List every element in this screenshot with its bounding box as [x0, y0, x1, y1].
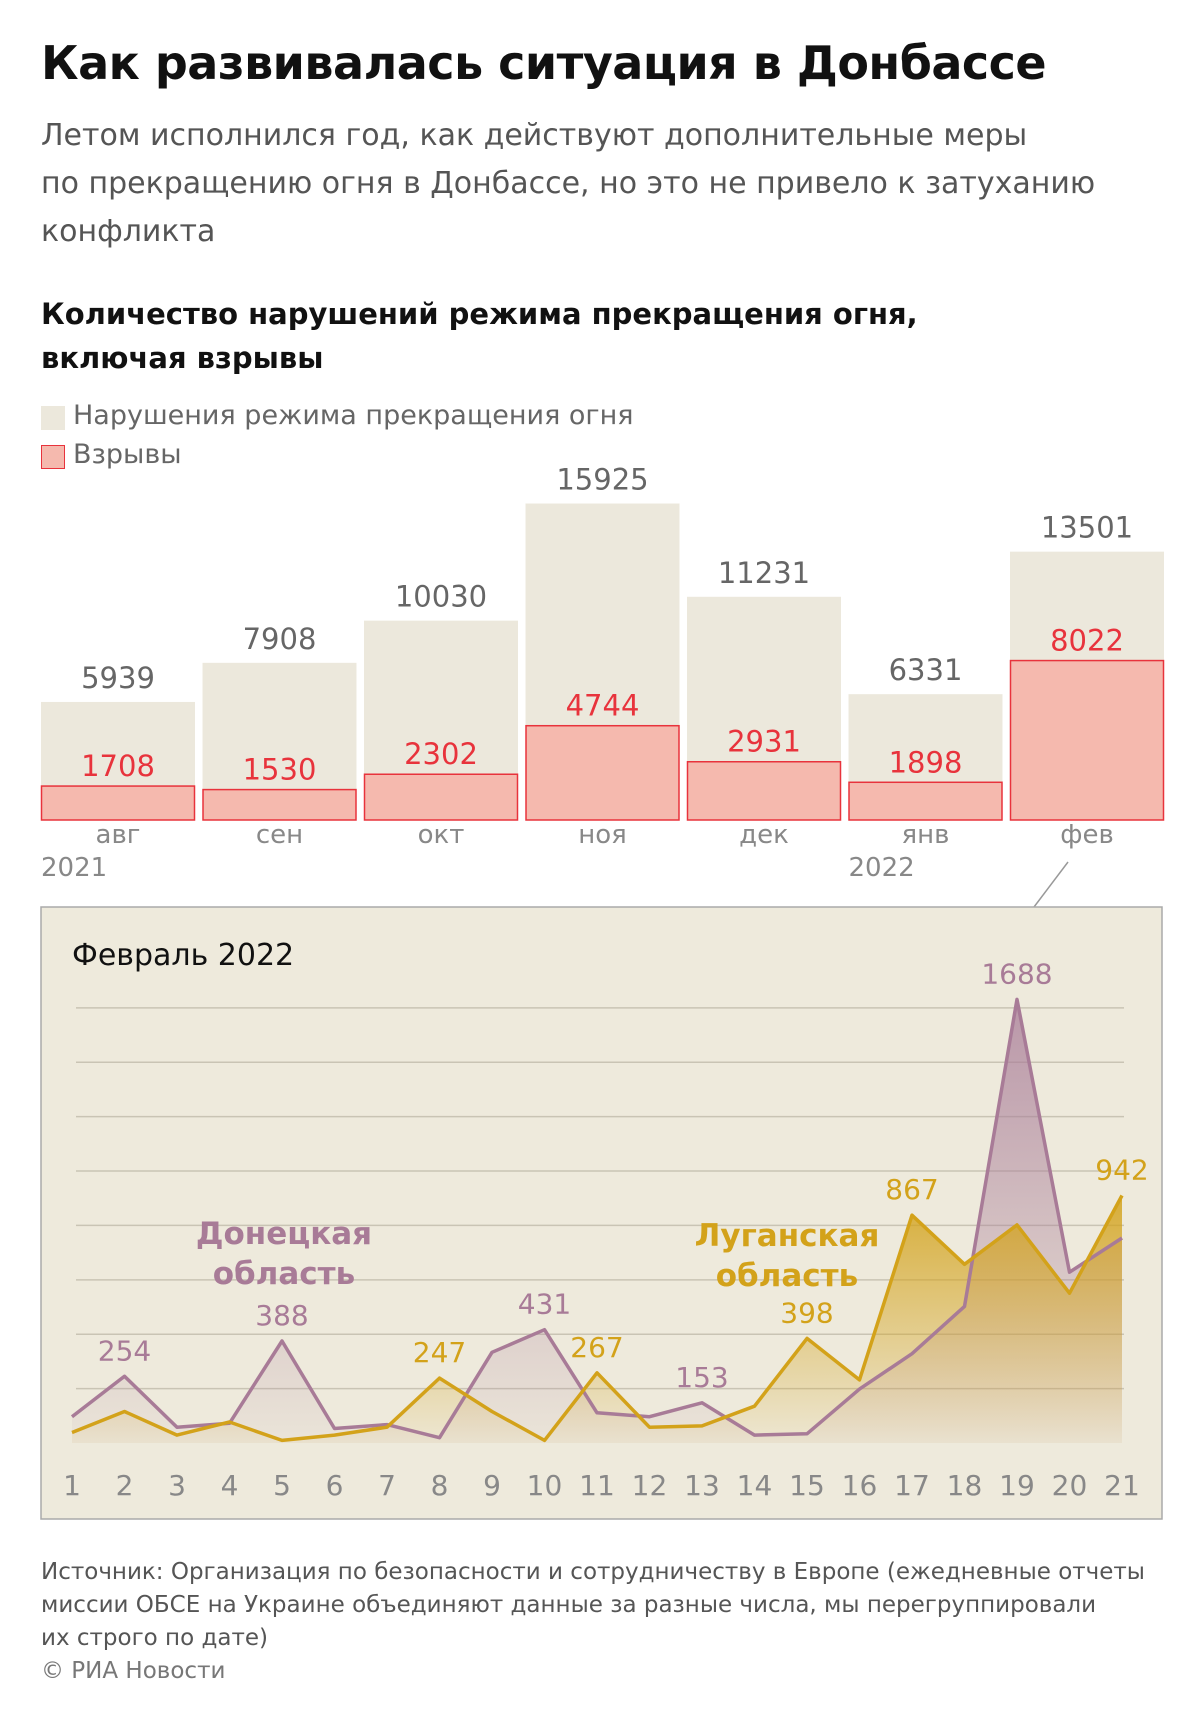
x-tick-label: 5 — [273, 1469, 291, 1502]
x-tick-label: 6 — [326, 1469, 344, 1502]
x-tick-label: дек — [739, 820, 789, 850]
line-lugansk — [71, 1194, 1124, 1443]
value-label-explosions: 1530 — [243, 753, 317, 787]
lead-line: по прекращению огня в Донбассе, но это н… — [41, 166, 1096, 201]
point-label-lugansk: 867 — [885, 1173, 938, 1206]
value-label-explosions: 8022 — [1050, 624, 1124, 658]
x-tick-label: 8 — [431, 1469, 449, 1502]
x-tick-label: ноя — [578, 820, 627, 850]
x-tick-label: окт — [418, 820, 465, 850]
x-tick-label: 21 — [1104, 1469, 1140, 1502]
value-label-violations: 13501 — [1041, 511, 1133, 545]
chart-subtitle: Количество нарушений режима прекращения … — [41, 292, 918, 380]
line-donetsk — [70, 997, 1123, 1440]
x-tick-label: 2 — [116, 1469, 134, 1502]
source-line: Источник: Организация по безопасности и … — [41, 1559, 1145, 1585]
x-tick-label: 1 — [63, 1469, 81, 1502]
year-label: 2021 — [41, 853, 107, 883]
value-label-explosions: 1898 — [889, 745, 963, 779]
inset-connector — [1033, 861, 1069, 908]
lead-paragraph: Летом исполнился год, как действуют допо… — [41, 112, 1161, 256]
point-label-lugansk: 247 — [413, 1336, 466, 1369]
x-tick-label: 12 — [632, 1469, 668, 1502]
legend-label-violations: Нарушения режима прекращения огня — [73, 400, 634, 431]
source-line: их строго по дате) — [41, 1625, 268, 1651]
point-label-donetsk: 153 — [675, 1361, 728, 1394]
x-tick-label: 19 — [999, 1469, 1035, 1502]
x-tick-label: фев — [1060, 820, 1114, 850]
x-tick-label: 3 — [168, 1469, 186, 1502]
bar-explosions — [848, 781, 1003, 821]
point-label-lugansk: 398 — [780, 1296, 833, 1329]
value-label-violations: 6331 — [889, 653, 963, 687]
value-label-explosions: 4744 — [566, 689, 640, 723]
x-tick-label: авг — [96, 820, 141, 850]
year-label: 2022 — [849, 853, 915, 883]
source-note: Источник: Организация по безопасности и … — [41, 1556, 1161, 1655]
x-tick-label: 10 — [527, 1469, 563, 1502]
point-label-donetsk: 388 — [255, 1299, 308, 1332]
area-label: Луганская — [695, 1218, 880, 1254]
value-label-violations: 5939 — [81, 661, 155, 695]
bar-explosions — [40, 785, 196, 821]
area-label: область — [716, 1258, 859, 1294]
value-label-explosions: 2302 — [404, 737, 478, 771]
area-label: Донецкая — [196, 1216, 372, 1252]
bar-explosions — [202, 788, 357, 821]
x-tick-label: 17 — [894, 1469, 930, 1502]
value-label-violations: 11231 — [718, 556, 810, 590]
x-tick-label: 11 — [579, 1469, 615, 1502]
point-label-donetsk: 1688 — [981, 957, 1052, 990]
value-label-violations: 10030 — [395, 580, 487, 614]
bar-explosions — [686, 760, 842, 821]
page-title: Как развивалась ситуация в Донбассе — [41, 36, 1047, 90]
value-label-explosions: 2931 — [727, 725, 801, 759]
value-label-violations: 15925 — [556, 462, 648, 496]
bar-explosions — [1009, 659, 1165, 821]
lead-line: конфликта — [41, 214, 216, 249]
legend-swatch-violations — [41, 406, 65, 430]
credit: © РИА Новости — [41, 1658, 226, 1684]
area-label: область — [213, 1256, 356, 1292]
x-tick-label: 7 — [378, 1469, 396, 1502]
x-tick-label: 20 — [1052, 1469, 1088, 1502]
point-label-lugansk: 942 — [1095, 1153, 1148, 1186]
subtitle-line: Количество нарушений режима прекращения … — [41, 297, 918, 331]
x-tick-label: 18 — [947, 1469, 983, 1502]
x-tick-label: 4 — [221, 1469, 239, 1502]
x-tick-label: 14 — [737, 1469, 773, 1502]
x-tick-label: 15 — [789, 1469, 825, 1502]
inset-title: Февраль 2022 — [72, 938, 294, 973]
x-tick-label: 16 — [842, 1469, 878, 1502]
point-label-donetsk: 254 — [98, 1334, 151, 1367]
x-tick-label: сен — [256, 820, 303, 850]
x-tick-label: 13 — [684, 1469, 720, 1502]
subtitle-line: включая взрывы — [41, 341, 324, 375]
bar-explosions — [363, 773, 519, 821]
legend-label-explosions: Взрывы — [73, 439, 182, 470]
legend-swatch-explosions — [41, 445, 65, 469]
value-label-explosions: 1708 — [81, 749, 155, 783]
x-tick-label: 9 — [483, 1469, 501, 1502]
x-tick-label: янв — [902, 820, 950, 850]
value-label-violations: 7908 — [243, 622, 317, 656]
lead-line: Летом исполнился год, как действуют допо… — [41, 118, 1028, 153]
point-label-donetsk: 431 — [518, 1288, 571, 1321]
source-line: миссии ОБСЕ на Украине объединяют данные… — [41, 1592, 1097, 1618]
point-label-lugansk: 267 — [570, 1331, 623, 1364]
bar-explosions — [525, 724, 680, 821]
